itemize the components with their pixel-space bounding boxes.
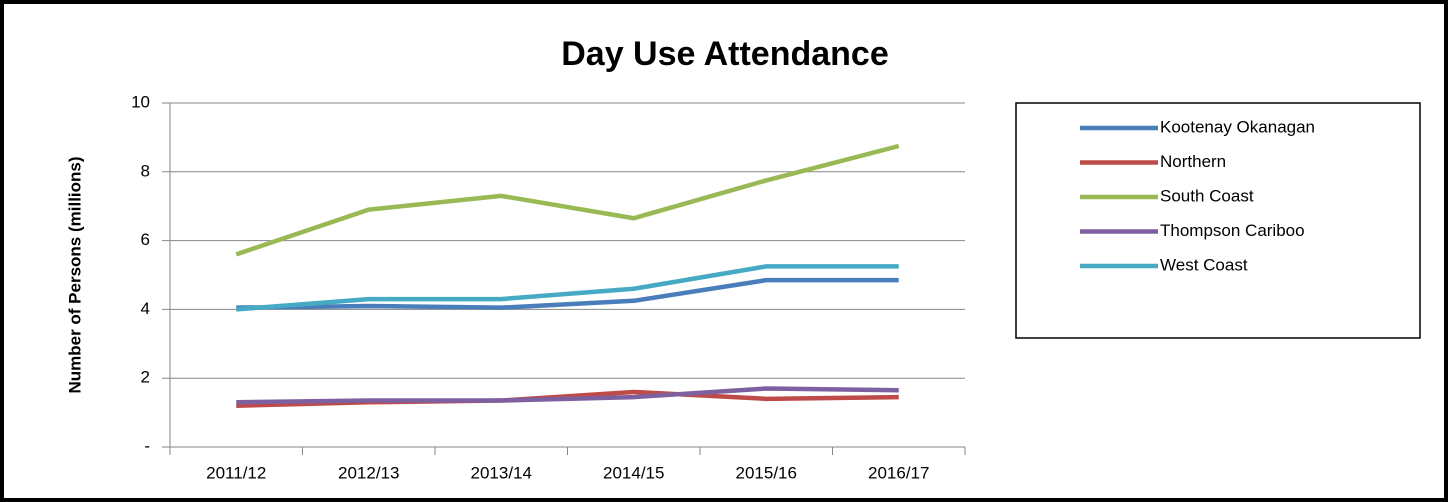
y-tick-label: -	[144, 436, 150, 455]
series-line	[236, 264, 899, 312]
y-axis-label: Number of Persons (millions)	[65, 156, 84, 393]
x-tick-label: 2013/14	[471, 463, 532, 482]
y-tick-label: 10	[131, 92, 150, 111]
y-tick-label: 4	[141, 299, 150, 318]
chart-title: Day Use Attendance	[561, 35, 889, 73]
legend-label: South Coast	[1160, 186, 1254, 205]
legend-label: Thompson Cariboo	[1160, 221, 1305, 240]
x-tick-label: 2011/12	[206, 463, 266, 482]
y-tick-label: 2	[141, 368, 150, 387]
legend-label: Kootenay Okanagan	[1160, 117, 1315, 136]
x-tick-label: 2014/15	[603, 463, 664, 482]
x-tick-label: 2015/16	[736, 463, 797, 482]
legend-label: West Coast	[1160, 255, 1248, 274]
series-line	[236, 386, 899, 405]
x-tick-label: 2012/13	[338, 463, 399, 482]
y-tick-label: 8	[141, 161, 150, 180]
y-tick-label: 6	[141, 230, 150, 249]
series-line	[236, 277, 899, 310]
x-tick-label: 2016/17	[868, 463, 929, 482]
series-line	[235, 143, 900, 257]
legend-label: Northern	[1160, 152, 1226, 171]
legend	[1015, 102, 1421, 339]
